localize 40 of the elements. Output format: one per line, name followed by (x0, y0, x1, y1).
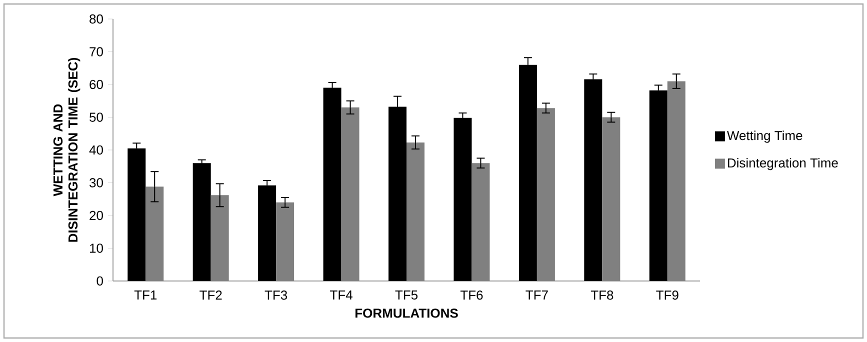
y-tick-label: 20 (90, 210, 103, 220)
bar (406, 142, 425, 281)
y-tick-label: 10 (90, 244, 103, 253)
bar (518, 64, 537, 281)
x-tick-label: TF2 (200, 290, 222, 300)
x-tick-label: TF1 (134, 290, 157, 300)
y-tick-label: 70 (90, 47, 103, 56)
y-tick-label: 50 (90, 112, 103, 122)
x-tick-label: TF7 (526, 290, 548, 300)
y-tick-label: 0 (96, 276, 103, 286)
bar (258, 185, 276, 281)
bar (388, 106, 407, 281)
x-tick-label: TF4 (330, 290, 352, 300)
bar (602, 117, 620, 281)
bar (341, 107, 360, 281)
x-tick-label: TF3 (264, 290, 288, 300)
legend-label: Wetting Time (727, 130, 802, 143)
bar (454, 118, 472, 281)
y-tick-label: 80 (90, 14, 103, 24)
bar (536, 108, 555, 281)
x-tick-label: TF6 (460, 290, 483, 300)
bar (584, 79, 602, 281)
bar (146, 186, 164, 281)
bar (192, 163, 211, 281)
y-tick-label: 60 (90, 80, 103, 90)
y-tick-label: 40 (89, 145, 103, 155)
y-axis-title: WETTING AND DISINTEGRATION TIME (SEC) (53, 58, 80, 242)
bar (649, 90, 668, 281)
bar (323, 88, 342, 281)
x-tick-label: TF8 (590, 290, 614, 300)
y-tick-label: 30 (90, 178, 103, 188)
bar (667, 81, 686, 281)
x-tick-label: TF9 (656, 290, 678, 300)
bar (472, 163, 490, 281)
bar (210, 195, 229, 281)
bar (128, 148, 146, 281)
x-axis-title: FORMULATIONS (355, 308, 458, 318)
x-tick-label: TF5 (395, 290, 418, 300)
bar (276, 202, 294, 281)
legend-label: Disintegration Time (728, 158, 838, 170)
